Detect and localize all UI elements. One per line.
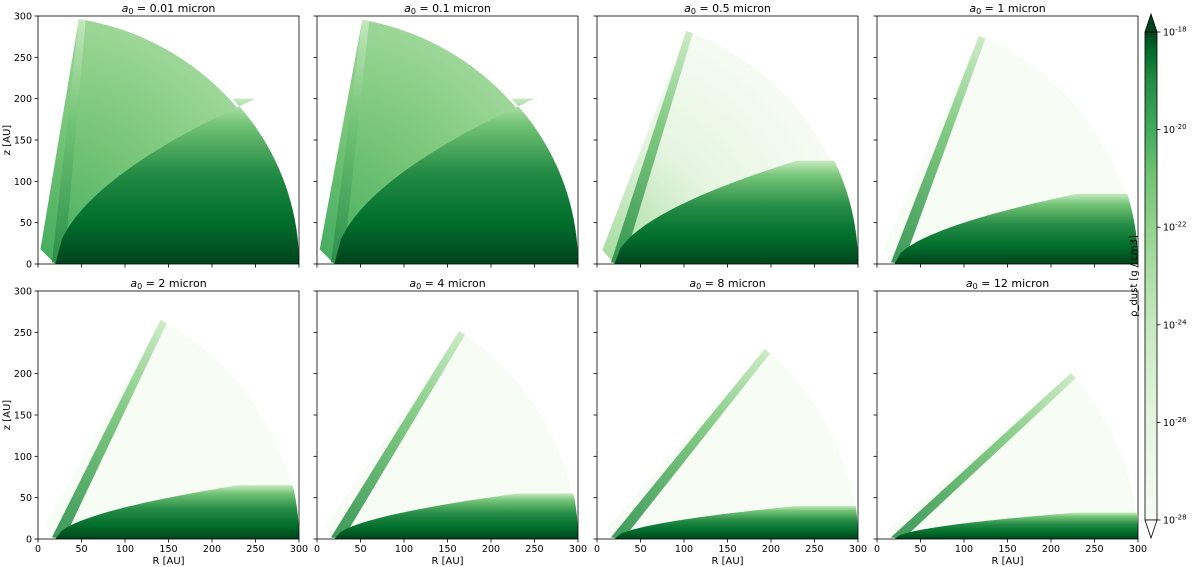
colorbar-label: ρ_dust [g / cm3] [1129, 235, 1140, 317]
x-tick-label: 200 [1042, 544, 1060, 555]
disk-region [334, 98, 578, 264]
x-tick-label: 50 [75, 544, 87, 555]
y-tick-label: 50 [20, 493, 32, 504]
panel-2: a0 = 0.1 micron [313, 2, 579, 268]
envelope-sector [607, 349, 858, 539]
panel-title: a0 = 2 micron [130, 277, 206, 291]
panel-grid: 0 50 100 150 200 250 300 a0 = 0.01 micron z [AU]… [2, 2, 1147, 567]
colorbar-tick-label: 10-20 [1163, 123, 1187, 136]
y-tick-label: 300 [14, 12, 32, 23]
colorbar-tick-label: 10-26 [1163, 416, 1187, 429]
disk-region [55, 98, 299, 264]
envelope-sector [45, 320, 299, 539]
y-tick-label: 300 [14, 287, 32, 298]
panel-6: 0 50 100 150 200 250 300 a0 = 4 micron R [AU] [313, 277, 587, 567]
panel-title: a0 = 0.5 micron [684, 2, 771, 16]
panel-title: a0 = 12 micron [966, 277, 1049, 291]
panel-title: a0 = 8 micron [689, 277, 765, 291]
x-tick-label: 0 [594, 544, 600, 555]
panel-title: a0 = 0.01 micron [122, 2, 216, 16]
x-axis-label: R [AU] [991, 556, 1023, 567]
x-tick-label: 250 [525, 544, 543, 555]
x-tick-label: 300 [569, 544, 587, 555]
x-tick-label: 300 [290, 544, 308, 555]
panel-title: a0 = 0.1 micron [404, 2, 491, 16]
panel-title: a0 = 4 micron [409, 277, 485, 291]
x-axis-label: R [AU] [431, 556, 463, 567]
x-tick-label: 100 [395, 544, 413, 555]
panel-5: 0 50 100 150 200 250 300 0 50 100 150 200 250 300 a0 =… [2, 277, 308, 567]
panel-4: a0 = 1 micron [873, 2, 1139, 268]
x-tick-label: 50 [914, 544, 926, 555]
colorbar-ramp [1144, 31, 1158, 521]
cavity-wall [890, 35, 986, 264]
y-tick-label: 100 [14, 177, 32, 188]
y-tick-label: 0 [26, 260, 32, 271]
cavity-wall [610, 349, 771, 539]
x-tick-label: 50 [634, 544, 646, 555]
x-tick-label: 200 [203, 544, 221, 555]
colorbar-tick-label: 10-22 [1163, 221, 1187, 234]
x-tick-label: 300 [849, 544, 867, 555]
x-tick-label: 100 [116, 544, 134, 555]
cavity-wall [51, 19, 86, 264]
y-axis-label: z [AU] [2, 125, 13, 155]
x-tick-label: 150 [159, 544, 177, 555]
x-axis-label: R [AU] [711, 556, 743, 567]
y-axis-label: z [AU] [2, 400, 13, 430]
panel-7: 0 50 100 150 200 250 300 a0 = 8 micron R [AU] [593, 277, 867, 567]
cavity-wall [330, 19, 370, 264]
colorbar: 10-18 10-20 10-22 10-24 10-26 10-28 ρ_dust [g … [1129, 12, 1187, 540]
cavity-wall [330, 331, 466, 539]
disk-region [614, 160, 858, 264]
x-tick-label: 300 [1129, 544, 1147, 555]
y-tick-label: 200 [14, 94, 32, 105]
panel-8: 0 50 100 150 200 250 300 a0 = 12 micron R [AU] [873, 277, 1147, 567]
x-axis-label: R [AU] [152, 556, 184, 567]
x-tick-label: 100 [675, 544, 693, 555]
x-tick-label: 150 [438, 544, 456, 555]
x-tick-label: 250 [246, 544, 264, 555]
colorbar-extend-max [1144, 12, 1158, 33]
disk-region [55, 485, 299, 539]
disk-region [614, 505, 858, 539]
x-tick-label: 50 [354, 544, 366, 555]
cavity-wall [51, 320, 167, 539]
y-tick-label: 150 [14, 136, 32, 147]
cavity-wall [890, 373, 1076, 539]
disk-region [894, 193, 1138, 264]
x-tick-label: 0 [874, 544, 880, 555]
x-tick-label: 0 [314, 544, 320, 555]
colorbar-tick-label: 10-24 [1163, 318, 1187, 331]
panel-3: a0 = 0.5 micron [593, 2, 859, 268]
envelope-sector [888, 373, 1138, 539]
x-tick-label: 100 [955, 544, 973, 555]
x-tick-label: 250 [1085, 544, 1103, 555]
y-tick-label: 250 [14, 328, 32, 339]
y-tick-label: 100 [14, 452, 32, 463]
x-tick-label: 150 [998, 544, 1016, 555]
colorbar-extend-min [1144, 519, 1158, 540]
x-tick-label: 150 [718, 544, 736, 555]
x-tick-label: 200 [762, 544, 780, 555]
envelope-sector [325, 331, 578, 539]
colorbar-tick-label: 10-28 [1163, 514, 1187, 527]
y-tick-label: 250 [14, 53, 32, 64]
x-tick-label: 200 [482, 544, 500, 555]
panel-1: 0 50 100 150 200 250 300 a0 = 0.01 micron z [AU] [2, 2, 300, 271]
disk-region [334, 493, 578, 539]
x-tick-label: 0 [35, 544, 41, 555]
y-tick-label: 50 [20, 218, 32, 229]
y-tick-label: 200 [14, 369, 32, 380]
x-tick-label: 250 [805, 544, 823, 555]
panel-title: a0 = 1 micron [969, 2, 1045, 16]
cavity-wall [610, 30, 693, 264]
colorbar-tick-label: 10-18 [1163, 26, 1187, 39]
y-tick-label: 150 [14, 411, 32, 422]
disk-region [894, 512, 1138, 539]
y-tick-label: 0 [26, 535, 32, 546]
